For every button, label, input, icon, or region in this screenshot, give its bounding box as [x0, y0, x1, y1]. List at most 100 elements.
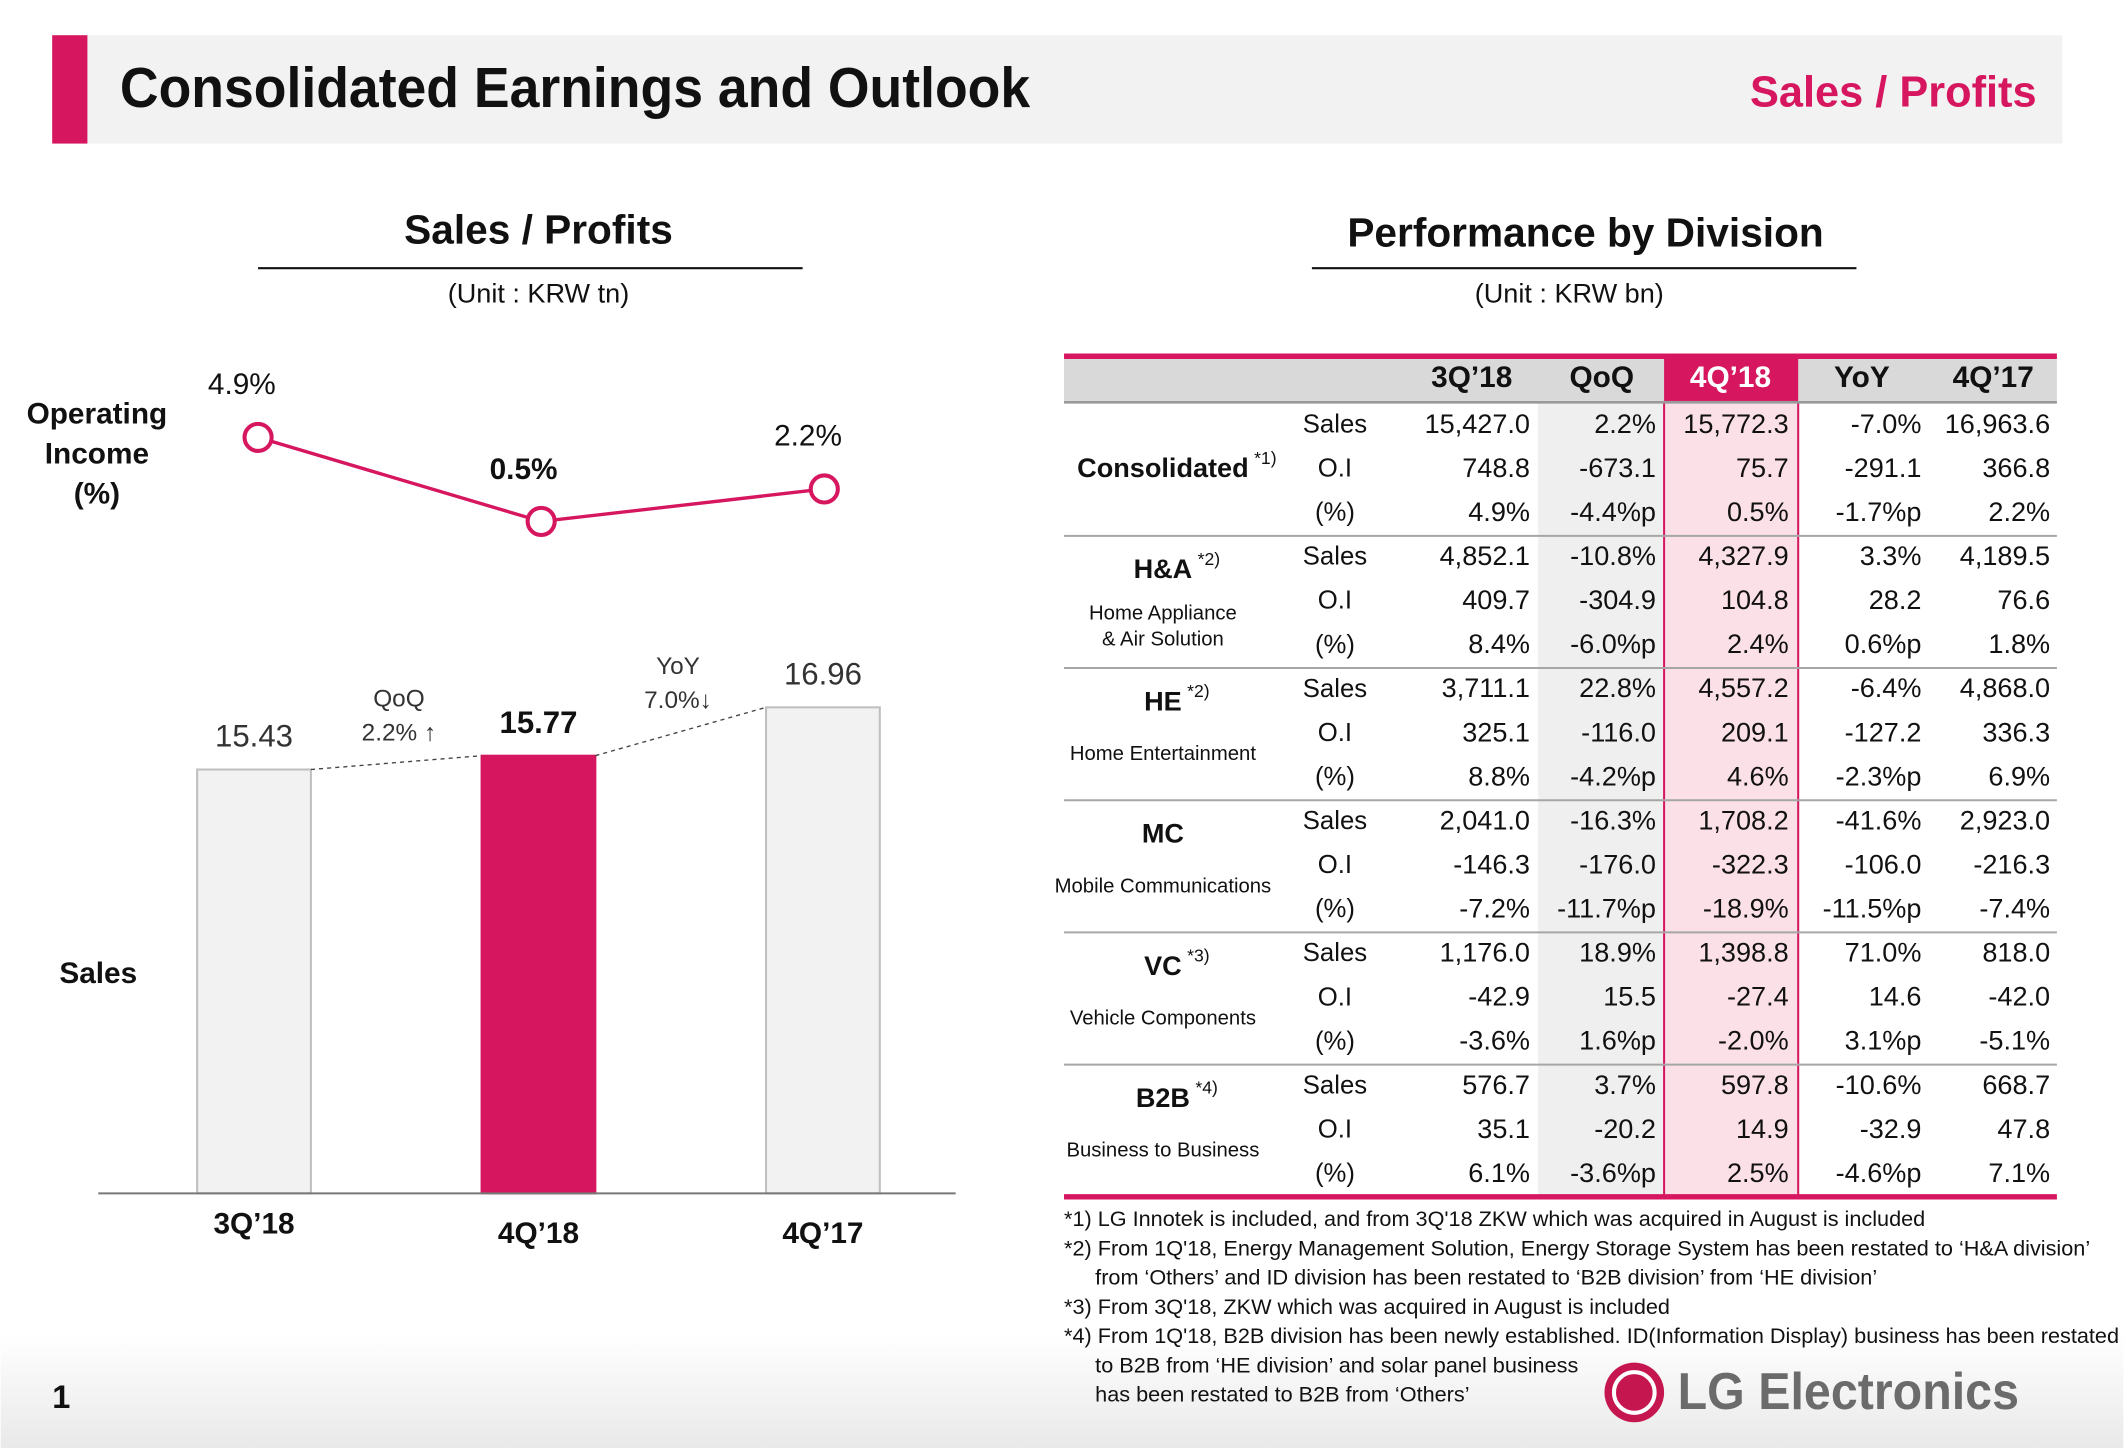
- footnote: from ‘Others’ and ID division has been r…: [1095, 1265, 1877, 1290]
- table-cell: 76.6: [1997, 584, 2050, 615]
- table-cell: 8.4%: [1468, 628, 1530, 659]
- table-cell: 2.4%: [1727, 628, 1789, 659]
- table-cell: 104.8: [1721, 584, 1789, 615]
- table-cell: 2.2%: [1988, 496, 2050, 527]
- column-header: 4Q’17: [1953, 361, 2034, 394]
- logo-mark-ring: [1611, 1370, 1657, 1415]
- table-cell: 2,923.0: [1960, 804, 2050, 835]
- unit-label: (Unit : KRW tn): [448, 277, 630, 308]
- section-title: Sales / Profits: [404, 207, 673, 253]
- table-cell: 1.8%: [1988, 628, 2050, 659]
- division-name: H&A: [1134, 553, 1193, 584]
- y-axis-label: Operating: [27, 398, 168, 431]
- column-header: 3Q’18: [1431, 361, 1512, 394]
- header-accent: [52, 35, 88, 144]
- division-subtitle: Home Appliance: [1089, 603, 1237, 625]
- table-cell: -41.6%: [1836, 804, 1922, 835]
- table-cell: 597.8: [1721, 1069, 1789, 1100]
- table-cell: 6.9%: [1988, 760, 2050, 791]
- highlight-header-bg: [1664, 358, 1799, 401]
- division-name: VC: [1144, 950, 1182, 981]
- table-cell: 3,711.1: [1442, 672, 1530, 703]
- table-cell: 366.8: [1982, 452, 2050, 483]
- division-subtitle: Vehicle Components: [1070, 1007, 1256, 1029]
- table-cell: 15.5: [1603, 981, 1656, 1012]
- row-label: O.I: [1318, 983, 1352, 1011]
- table-cell: -3.6%: [1459, 1025, 1530, 1056]
- x-tick-label: 4Q’18: [498, 1217, 579, 1250]
- bar: [196, 768, 312, 1195]
- header-tag: Sales / Profits: [1750, 68, 2037, 116]
- table-cell: 4.9%: [1468, 496, 1530, 527]
- table-cell: 668.7: [1982, 1069, 2050, 1100]
- row-label: O.I: [1318, 455, 1352, 483]
- y-axis-label: Sales: [59, 957, 137, 990]
- table-cell: 325.1: [1462, 716, 1530, 747]
- division-subtitle: Business to Business: [1066, 1140, 1259, 1162]
- table-cell: -20.2: [1594, 1113, 1656, 1144]
- table-cell: 6.1%: [1468, 1157, 1530, 1188]
- data-label: 2.2%: [774, 419, 842, 452]
- footnote: *2) From 1Q'18, Energy Management Soluti…: [1064, 1235, 2090, 1260]
- point: [242, 421, 274, 453]
- header-band: [52, 35, 2063, 144]
- footnote: *3) From 3Q'18, ZKW which was acquired i…: [1064, 1294, 1670, 1319]
- table-cell: -106.0: [1845, 848, 1922, 879]
- table-cell: 14.6: [1869, 981, 1922, 1012]
- footnote: *1) LG Innotek is included, and from 3Q'…: [1064, 1206, 1925, 1231]
- table-cell: -27.4: [1727, 981, 1789, 1012]
- table-cell: 4.6%: [1727, 760, 1789, 791]
- row-label: (%): [1315, 1160, 1355, 1188]
- row-label: Sales: [1303, 410, 1367, 438]
- table-cell: -42.9: [1468, 981, 1530, 1012]
- bar: [765, 706, 881, 1195]
- division-subtitle: Home Entertainment: [1070, 743, 1257, 765]
- page-title: Consolidated Earnings and Outlook: [120, 56, 1031, 120]
- column-header: 4Q’18: [1690, 361, 1771, 394]
- row-label: (%): [1315, 763, 1355, 791]
- table-cell: 15,427.0: [1425, 408, 1530, 439]
- table-cell: 35.1: [1477, 1113, 1530, 1144]
- division-note: *3): [1187, 945, 1210, 965]
- section-title: Performance by Division: [1347, 209, 1823, 255]
- y-axis-label: (%): [74, 478, 120, 511]
- table-cell: -176.0: [1579, 848, 1656, 879]
- unit-label: (Unit : KRW bn): [1475, 277, 1664, 308]
- table-cell: 71.0%: [1845, 937, 1922, 968]
- row-label: O.I: [1318, 719, 1352, 747]
- table-cell: 7.1%: [1988, 1157, 2050, 1188]
- row-label: Sales: [1303, 939, 1367, 967]
- table-cell: -10.8%: [1570, 540, 1656, 571]
- data-label: 15.43: [215, 719, 293, 754]
- footnote: has been restated to B2B from ‘Others’: [1095, 1382, 1469, 1407]
- table-cell: -2.3%p: [1836, 760, 1922, 791]
- table-cell: 3.1%p: [1845, 1025, 1922, 1056]
- division-name: MC: [1142, 818, 1184, 849]
- table-cell: -11.7%p: [1557, 893, 1656, 924]
- data-label: 15.77: [500, 705, 578, 740]
- table-cell: -7.0%: [1851, 408, 1922, 439]
- table-cell: 16,963.6: [1945, 408, 2050, 439]
- table-cell: -216.3: [1973, 848, 2050, 879]
- table-cell: -10.6%: [1836, 1069, 1922, 1100]
- row-label: (%): [1315, 631, 1355, 659]
- table-cell: 22.8%: [1579, 672, 1656, 703]
- table-cell: 18.9%: [1579, 937, 1656, 968]
- table-cell: -42.0: [1988, 981, 2050, 1012]
- table-cell: 748.8: [1462, 452, 1530, 483]
- row-label: Sales: [1303, 807, 1367, 835]
- table-cell: -291.1: [1845, 452, 1922, 483]
- table-cell: 2,041.0: [1440, 804, 1530, 835]
- table-cell: -116.0: [1581, 716, 1656, 747]
- page-number: 1: [52, 1379, 70, 1415]
- division-subtitle: & Air Solution: [1102, 628, 1224, 650]
- row-label: Sales: [1303, 543, 1367, 571]
- row-label: Sales: [1303, 675, 1367, 703]
- table-cell: 1,398.8: [1698, 937, 1788, 968]
- footnote: to B2B from ‘HE division’ and solar pane…: [1095, 1352, 1578, 1377]
- table-cell: -18.9%: [1703, 893, 1789, 924]
- row-label: O.I: [1318, 1115, 1352, 1143]
- division-name: HE: [1144, 685, 1182, 716]
- table-cell: -16.3%: [1570, 804, 1656, 835]
- table-cell: -7.2%: [1459, 893, 1530, 924]
